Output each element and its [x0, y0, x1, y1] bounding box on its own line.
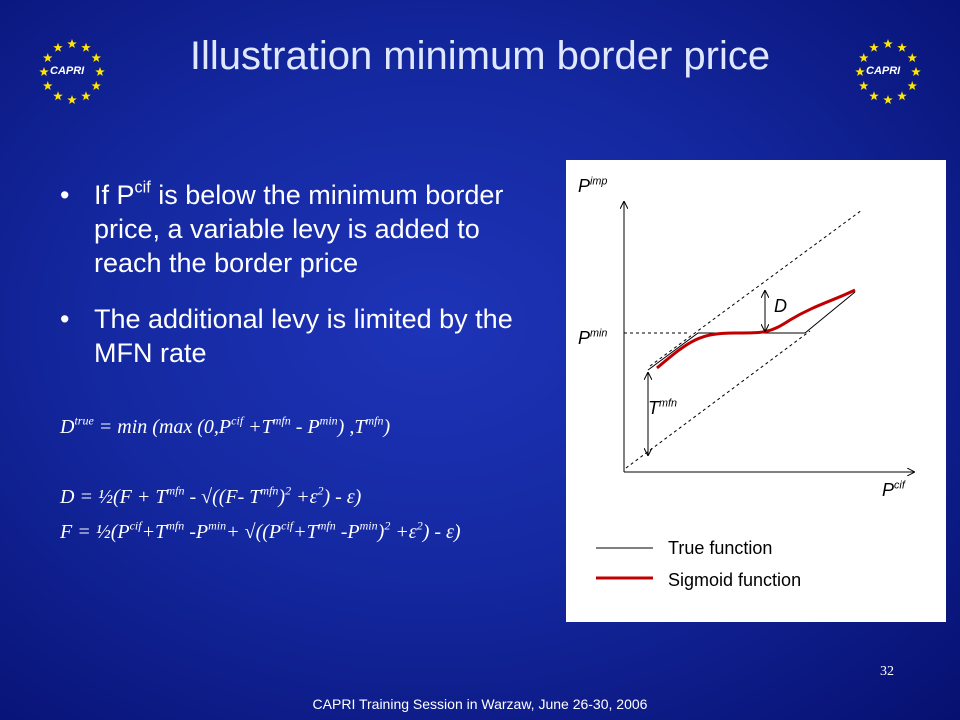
superscript: 2 [285, 483, 292, 498]
superscript: cif [894, 479, 905, 492]
star [907, 53, 917, 62]
text-run: ) - ε) [422, 521, 461, 543]
text-run: ) [278, 486, 286, 508]
star [911, 67, 921, 76]
star [859, 81, 869, 90]
star [81, 91, 91, 101]
bullet: • If Pcif is below the minimum border pri… [60, 178, 504, 278]
star [67, 39, 77, 48]
superscript: cif [134, 178, 151, 197]
text-run: D = ½(F + T [60, 486, 167, 508]
x-axis-label: Pcif [882, 480, 905, 501]
superscript: 2 [384, 518, 391, 533]
text-run: ) [383, 416, 391, 438]
text-run: - P [290, 416, 320, 438]
text-run: ) ,T [337, 416, 366, 438]
star [91, 53, 101, 62]
min-label: Pmin [578, 328, 607, 349]
formula: Dtrue = min (max (0,Pcif +Tmfn - Pmin) ,… [60, 413, 391, 439]
superscript: mfn [365, 413, 384, 428]
text-run: is below the minimum border price, a var… [94, 180, 504, 278]
slide-title: Illustration minimum border price [189, 34, 771, 78]
superscript: mfn [317, 518, 336, 533]
star [869, 42, 879, 52]
formula: F = ½(Pcif+Tmfn -Pmin+ √((Pcif+Tmfn -Pmi… [60, 518, 461, 544]
star [67, 95, 77, 104]
text-run: F = ½(P [60, 521, 130, 543]
superscript: min [590, 327, 608, 340]
superscript: imp [590, 175, 608, 188]
logo-text: CAPRI [866, 65, 901, 77]
superscript: cif [231, 413, 244, 428]
formula: D = ½(F + Tmfn - √((F- Tmfn)2 +ε2) - ε) [60, 483, 362, 509]
text-run: P [882, 480, 895, 500]
text-run: T [648, 398, 659, 418]
text-run: +T [141, 521, 167, 543]
text-run: +T [243, 416, 273, 438]
superscript: cif [129, 518, 142, 533]
star [43, 81, 53, 90]
upper-dashed-line [649, 209, 863, 367]
text-run: ) [377, 521, 385, 543]
text-run: If P [94, 180, 135, 210]
text-run: +ε [390, 521, 417, 543]
legend-entry: Sigmoid function [668, 570, 802, 590]
d-label: D [774, 296, 787, 317]
superscript: mfn [166, 518, 185, 533]
text-run: +ε [291, 486, 318, 508]
text-run: P [578, 328, 591, 348]
legend-entry: True function [668, 538, 773, 558]
text-run: D [60, 416, 75, 438]
superscript: 2 [416, 518, 423, 533]
star [39, 67, 49, 76]
text-run: - √((F- T [184, 486, 261, 508]
bullet: • The additional levy is limited by the M… [60, 304, 513, 368]
star [53, 42, 63, 52]
superscript: cif [281, 518, 294, 533]
logo-stars [39, 39, 921, 104]
superscript: min [208, 518, 227, 533]
superscript: true [74, 413, 94, 428]
star [883, 39, 893, 48]
text-run: D [774, 296, 787, 316]
superscript: mfn [659, 397, 677, 410]
text-run: -P [335, 521, 360, 543]
star [53, 91, 63, 101]
superscript: min [319, 413, 338, 428]
y-axis-label: Pimp [578, 176, 607, 197]
footer: CAPRI Training Session in Warzaw, June 2… [312, 696, 648, 712]
star [859, 53, 869, 62]
superscript: mfn [166, 483, 185, 498]
star [907, 81, 917, 90]
star [81, 42, 91, 52]
text-run: The additional levy is limited by the MF… [94, 304, 513, 368]
lower-dashed-line [625, 330, 811, 469]
diagram [596, 160, 946, 580]
text-run: = min (max (0,P [93, 416, 232, 438]
superscript: 2 [317, 483, 324, 498]
superscript: mfn [272, 413, 291, 428]
star [883, 95, 893, 104]
superscript: mfn [260, 483, 279, 498]
star [855, 67, 865, 76]
text-run: + √((P [226, 521, 282, 543]
star [897, 91, 907, 101]
star [897, 42, 907, 52]
text-run: +T [293, 521, 318, 543]
logo-text: CAPRI [50, 65, 85, 77]
text-run: P [578, 176, 591, 196]
sigmoid-function [656, 288, 856, 370]
diagram-panel: Pimp Pmin Tmfn D Pcif True function Sigm… [566, 160, 946, 622]
text-run: -P [184, 521, 209, 543]
star [869, 91, 879, 101]
star [43, 53, 53, 62]
mfn-label: Tmfn [648, 398, 677, 419]
superscript: min [359, 518, 378, 533]
star [95, 67, 105, 76]
star [91, 81, 101, 90]
page-number: 32 [880, 664, 894, 679]
text-run: ) - ε) [323, 486, 362, 508]
